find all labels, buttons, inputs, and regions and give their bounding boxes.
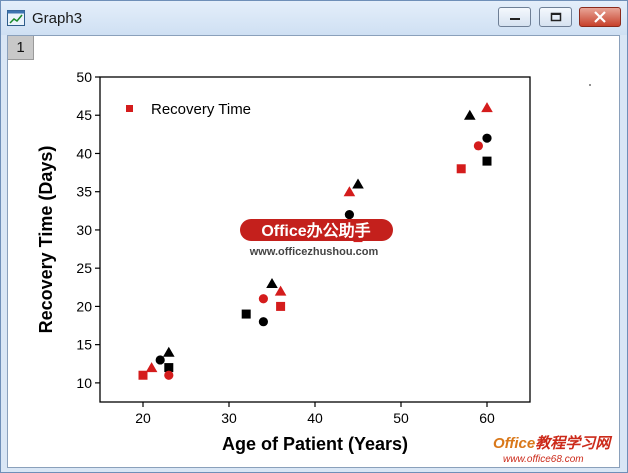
watermark-center: Office办公助手 www.officezhushou.com	[240, 219, 393, 258]
x-tick-label: 50	[393, 410, 409, 426]
minimize-button[interactable]	[498, 7, 531, 27]
data-point-black-circle[interactable]	[344, 210, 354, 220]
stray-dot	[589, 84, 591, 86]
watermark-corner-main-a: Office	[493, 435, 535, 452]
x-axis-title[interactable]: Age of Patient (Years)	[222, 434, 408, 454]
data-point-black-square[interactable]	[241, 309, 251, 319]
legend-marker	[126, 105, 133, 112]
watermark-center-main: Office办公助手	[261, 221, 370, 240]
data-point-black-circle[interactable]	[258, 317, 268, 327]
data-point-red-triangle[interactable]	[343, 186, 356, 197]
plot-canvas: 20 30 40 50 60 10 15 20 25 30 35 40 45 50 Age of Pati…	[36, 69, 613, 465]
y-tick-label: 30	[76, 222, 92, 238]
data-point-red-square[interactable]	[456, 164, 466, 174]
data-point-red-circle[interactable]	[473, 141, 483, 151]
close-button[interactable]	[579, 7, 621, 27]
graph-page[interactable]: 20 30 40 50 60 10 15 20 25 30 35 40 45 50 Age of Pati…	[7, 35, 620, 468]
watermark-corner: Office教程学习网 www.office68.com	[493, 434, 613, 465]
x-tick-label: 30	[221, 410, 237, 426]
data-point-black-square[interactable]	[164, 363, 174, 373]
y-tick-label: 10	[76, 375, 92, 391]
data-point-red-square[interactable]	[276, 301, 286, 311]
y-tick-label: 20	[76, 298, 92, 314]
maximize-icon	[550, 12, 561, 22]
data-point-black-square[interactable]	[482, 156, 492, 166]
y-tick-label: 45	[76, 107, 92, 123]
data-point-black-triangle[interactable]	[163, 346, 175, 357]
watermark-corner-main-b: 教程学习网	[535, 434, 613, 452]
legend-label: Recovery Time	[151, 101, 251, 118]
y-tick-label: 25	[76, 260, 92, 276]
layer-tab[interactable]: 1	[8, 36, 34, 60]
data-point-red-triangle[interactable]	[145, 362, 158, 373]
data-point-black-circle[interactable]	[155, 355, 165, 365]
y-tick-label: 50	[76, 69, 92, 85]
maximize-button[interactable]	[539, 7, 572, 27]
data-point-red-triangle[interactable]	[274, 285, 287, 296]
watermark-center-url: www.officezhushou.com	[249, 246, 379, 258]
x-tick-label: 40	[307, 410, 323, 426]
data-point-red-triangle[interactable]	[481, 102, 493, 113]
data-point-black-triangle[interactable]	[464, 109, 476, 120]
minimize-icon	[509, 18, 520, 20]
data-point-black-triangle[interactable]	[266, 277, 278, 288]
graph-window-icon[interactable]	[7, 10, 25, 26]
x-tick-label: 60	[479, 410, 495, 426]
close-icon	[594, 11, 606, 23]
y-tick-label: 35	[76, 184, 92, 200]
window-title: Graph3	[32, 10, 83, 27]
data-point-red-circle[interactable]	[258, 294, 268, 304]
y-tick-label: 15	[76, 337, 92, 353]
y-tick-label: 40	[76, 145, 92, 161]
legend[interactable]: Recovery Time	[126, 101, 251, 118]
x-tick-label: 20	[135, 410, 151, 426]
y-axis-title[interactable]: Recovery Time (Days)	[36, 146, 56, 334]
svg-text:Office教程学习网: Office教程学习网	[493, 434, 613, 452]
watermark-corner-url: www.office68.com	[503, 454, 584, 465]
data-point-black-triangle[interactable]	[352, 178, 364, 189]
data-point-red-circle[interactable]	[164, 370, 174, 380]
data-point-black-circle[interactable]	[482, 133, 492, 143]
title-bar[interactable]: Graph3	[1, 1, 627, 35]
data-point-red-square[interactable]	[138, 370, 148, 380]
